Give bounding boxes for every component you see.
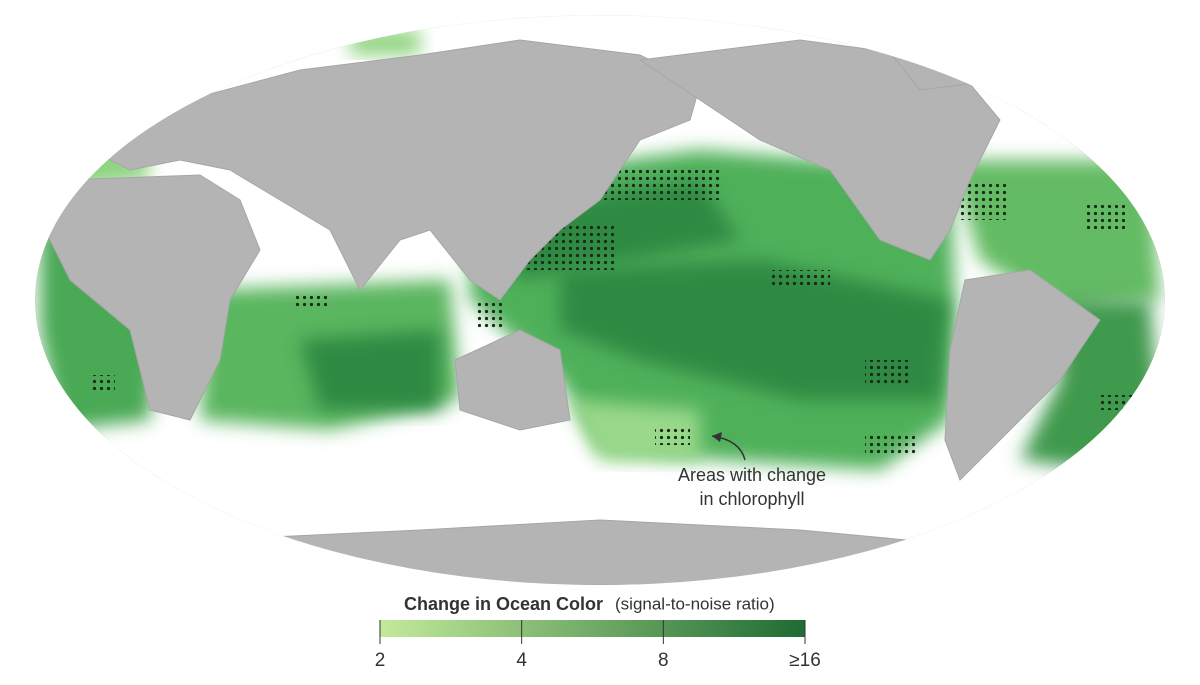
color-bar <box>380 620 805 637</box>
annotation-arrowhead <box>712 432 722 442</box>
annotation-text: Areas with change <box>678 465 826 485</box>
tick-label: 4 <box>516 650 527 671</box>
tick-label: ≥16 <box>789 650 821 671</box>
legend-subtitle: (signal-to-noise ratio) <box>615 594 775 613</box>
tick-label: 8 <box>658 650 669 671</box>
annotation-text: in chlorophyll <box>699 489 804 509</box>
tick-label: 2 <box>375 650 386 671</box>
map <box>35 15 1165 585</box>
annotation: Areas with change in chlorophyll <box>678 432 826 509</box>
legend-title: Change in Ocean Color <box>404 594 603 614</box>
legend: Change in Ocean Color (signal-to-noise r… <box>375 594 821 671</box>
